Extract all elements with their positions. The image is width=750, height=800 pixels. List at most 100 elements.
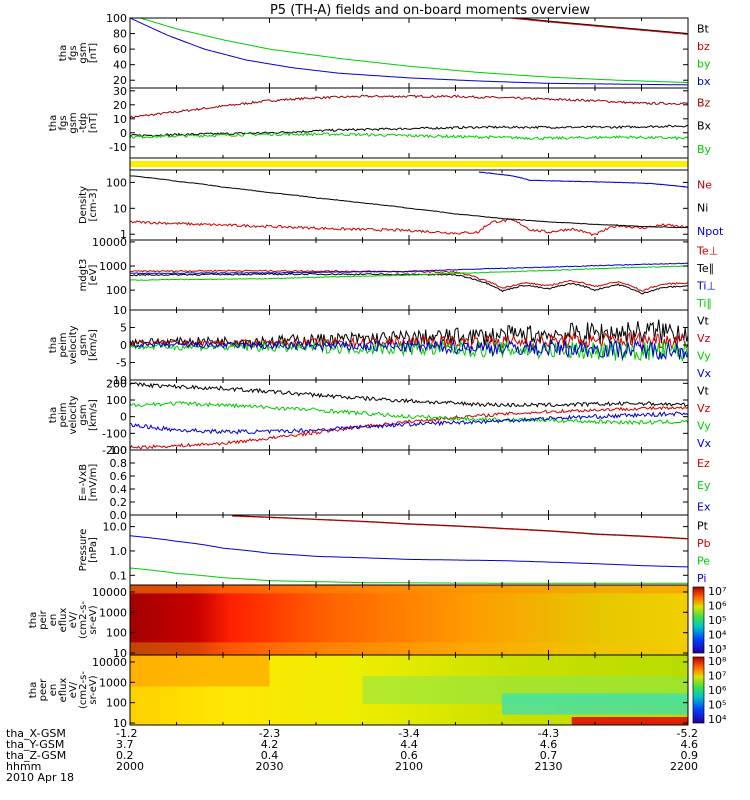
panel-fgs-btot: Bt bz by bx 20 40 60 80 100 thafgsgsm[nT] <box>58 12 711 89</box>
y-axis-label-line: gsm <box>68 112 79 133</box>
y-axis-label: mdgt3[eV] <box>78 259 99 292</box>
y-tick-label: 1.0 <box>110 444 128 457</box>
y-tick-label: 100 <box>106 284 127 297</box>
y-axis-label-line: tha <box>48 407 59 423</box>
y-tick-label: 10 <box>113 647 127 660</box>
y-axis-label: thafgsgsm[nT] <box>58 42 99 63</box>
colorbar-label: 10⁸ <box>708 655 727 668</box>
y-tick-label: 0.2 <box>110 496 128 509</box>
y-tick-label: -200 <box>102 444 127 457</box>
series-line-Ni <box>130 175 688 229</box>
y-axis-label-line: [nT] <box>88 113 99 133</box>
y-axis-label-line: [nT] <box>88 43 99 63</box>
series-line-Pb <box>232 515 688 540</box>
y-tick-label: 20 <box>113 99 127 112</box>
panel-pressure: Pt Pb Pe Pi 0.1 1.0 10.0 Pressure[nPa] <box>78 514 711 586</box>
series-line-by <box>138 18 688 84</box>
x-tick-value: 0.6 <box>400 749 418 762</box>
y-tick-label: 0.8 <box>110 457 128 470</box>
spectrogram-band <box>571 717 688 725</box>
y-axis-label-line: eV/ <box>68 611 79 628</box>
legend-Ez: Ez <box>697 457 710 470</box>
y-axis-label-line: mdgt3 <box>78 259 89 292</box>
x-row-label: tha_Y-GSM <box>6 738 64 751</box>
y-axis-label: Density[cm-3] <box>78 186 99 224</box>
x-tick-value: 2130 <box>535 760 563 773</box>
y-tick-label: -10 <box>109 141 127 154</box>
series-line-Vy <box>130 400 688 426</box>
panel-background <box>130 18 688 88</box>
colorbar-label: 10⁴ <box>708 629 727 642</box>
status-bar <box>130 161 688 167</box>
y-tick-label: 1 <box>120 228 127 241</box>
panel-background <box>130 88 688 158</box>
x-row-label: 2010 Apr 18 <box>6 771 74 784</box>
y-tick-label: 0 <box>120 339 127 352</box>
series-group <box>130 18 688 86</box>
y-tick-label: 0.4 <box>110 483 128 496</box>
x-tick-value: 0.4 <box>261 749 279 762</box>
y-axis-label-line: [km/s] <box>88 399 99 431</box>
x-tick-value: 0.7 <box>540 749 558 762</box>
y-tick-label: 0.6 <box>110 470 128 483</box>
series-line-Vy <box>130 339 688 362</box>
colorbar-label: 10⁵ <box>708 699 726 712</box>
series-line-Ti∥ <box>130 265 688 281</box>
series-line-Vx <box>130 339 688 361</box>
x-row-label: hhmm <box>6 760 41 773</box>
legend-Ne: Ne <box>697 178 712 191</box>
x-tick-value: -5.2 <box>677 727 698 740</box>
series-line-Npot <box>478 171 688 188</box>
y-axis-label-line: [cm-3] <box>88 188 99 221</box>
legend-Vy: Vy <box>697 349 711 362</box>
panel-velocity-peir: Vt Vz Vy Vx -200 -100 0 100 200 thapeimvelocitygs… <box>48 377 712 457</box>
y-axis-label-line: (cm2-s- <box>78 671 89 709</box>
y-axis-label: E=-VxB[mV/m] <box>78 464 99 502</box>
y-axis-label-line: gsm <box>78 334 89 355</box>
y-tick-label: 1000 <box>99 260 127 273</box>
y-tick-label: 1000 <box>99 676 127 689</box>
series-group <box>130 382 688 450</box>
y-axis-label-line: tha <box>28 612 39 628</box>
spectrogram-ion <box>130 585 688 655</box>
legend-Pe: Pe <box>697 554 710 567</box>
spectrogram-elec <box>130 655 688 725</box>
y-tick-label: 20 <box>113 74 127 87</box>
y-tick-label: 40 <box>113 59 127 72</box>
y-axis-label-line: [eV] <box>88 265 99 286</box>
x-tick-value: -1.2 <box>116 727 137 740</box>
y-axis-label-line: fgs <box>68 45 79 60</box>
y-tick-label: 100 <box>106 627 127 640</box>
legend-Vx: Vx <box>697 437 712 450</box>
y-tick-label: 80 <box>113 28 127 41</box>
series-group <box>130 319 688 362</box>
y-axis-label-line: peir <box>38 609 49 629</box>
legend-Vt: Vt <box>697 314 710 327</box>
colorbar <box>692 586 705 654</box>
y-axis-label-line: fgs <box>58 115 69 130</box>
series-line-By <box>130 132 688 141</box>
y-tick-label: 10 <box>113 304 127 317</box>
panel-bar <box>129 157 689 171</box>
series-group <box>130 262 688 295</box>
legend-Vt: Vt <box>697 384 710 397</box>
y-axis-label-line: [nPa] <box>88 537 99 563</box>
y-axis-label: thafgsgsm-tdp[nT] <box>48 112 99 133</box>
colorbar-label: 10⁵ <box>708 614 726 627</box>
legend-Pi: Pi <box>697 572 706 585</box>
legend-Vz: Vz <box>697 332 711 345</box>
legend-Ti∥: Ti∥ <box>696 297 712 310</box>
series-line-Bx <box>130 124 688 137</box>
y-axis-label-line: Pressure <box>78 529 89 572</box>
legend-Pt: Pt <box>697 519 709 532</box>
y-axis-label: thapeirenefluxeV/(cm2-s-sr-eV) <box>28 601 99 639</box>
y-axis-label-line: eflux <box>58 608 69 633</box>
x-tick-value: 0.2 <box>116 749 134 762</box>
panel-density: Ne Ni Npot 1 10 100 Density[cm-3] <box>78 169 724 241</box>
y-tick-label: 100 <box>106 394 127 407</box>
spectrogram-band <box>130 655 270 687</box>
x-tick-value: 2030 <box>256 760 284 773</box>
series-line-Vt <box>130 382 688 408</box>
